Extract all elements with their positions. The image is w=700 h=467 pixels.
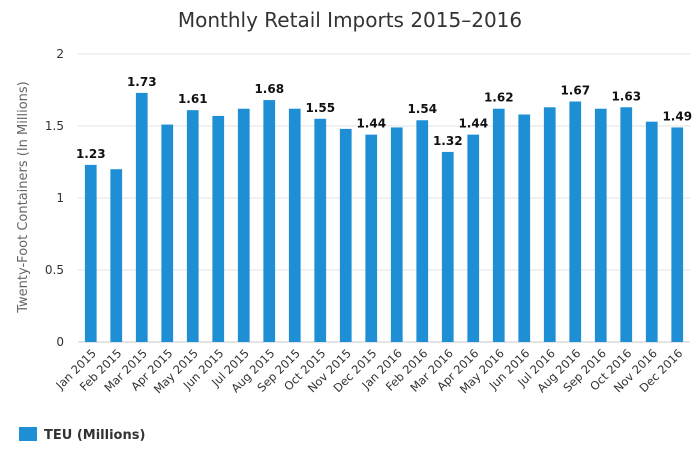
bar[interactable] <box>467 134 480 342</box>
bar[interactable] <box>645 121 658 343</box>
data-label: 1.49 <box>662 109 692 123</box>
bar[interactable] <box>212 115 225 342</box>
bar[interactable] <box>416 120 429 343</box>
y-axis-label: Twenty-Foot Containers (In Millions) <box>16 81 31 313</box>
chart-title: Monthly Retail Imports 2015–2016 <box>178 8 522 32</box>
bar[interactable] <box>110 169 123 342</box>
bar[interactable] <box>492 108 505 342</box>
data-label: 1.32 <box>433 134 463 148</box>
bar[interactable] <box>594 108 607 342</box>
legend-swatch <box>19 427 37 441</box>
y-tick-label: 0 <box>56 335 64 349</box>
data-label: 1.54 <box>407 102 437 116</box>
y-tick-label: 2 <box>56 47 64 61</box>
bar[interactable] <box>288 108 301 342</box>
legend-label: TEU (Millions) <box>44 428 145 443</box>
bar[interactable] <box>518 114 531 342</box>
data-label: 1.44 <box>356 117 386 131</box>
bar[interactable] <box>339 128 352 342</box>
bar[interactable] <box>186 110 199 342</box>
data-label: 1.67 <box>560 84 590 98</box>
data-label: 1.44 <box>458 117 488 131</box>
bars <box>84 92 684 343</box>
bar[interactable] <box>263 100 276 342</box>
bar[interactable] <box>314 118 327 342</box>
data-label: 1.55 <box>305 101 335 115</box>
data-label: 1.73 <box>127 75 157 89</box>
data-labels: 1.23 1.73 1.61 1.68 1.55 1.44 1.54 1.32 1.44 1.62… <box>76 75 692 161</box>
bar[interactable] <box>620 107 633 342</box>
gridlines <box>78 53 690 343</box>
data-label: 1.23 <box>76 147 106 161</box>
bar[interactable] <box>161 124 174 342</box>
bar[interactable] <box>84 164 97 342</box>
bar[interactable] <box>569 101 582 343</box>
y-tick-label: 1 <box>56 191 64 205</box>
bar[interactable] <box>671 127 684 342</box>
data-label: 1.68 <box>254 82 284 96</box>
data-label: 1.63 <box>611 89 641 103</box>
bar[interactable] <box>441 151 454 342</box>
bar[interactable] <box>390 127 403 342</box>
data-label: 1.62 <box>484 91 514 105</box>
bar[interactable] <box>135 92 148 342</box>
legend[interactable]: TEU (Millions) <box>19 427 145 443</box>
y-axis-ticks: 0 0.5 1 1.5 2 <box>45 47 64 349</box>
y-tick-label: 0.5 <box>45 263 64 277</box>
bar[interactable] <box>237 108 250 342</box>
y-tick-label: 1.5 <box>45 119 64 133</box>
data-label: 1.61 <box>178 92 208 106</box>
bar[interactable] <box>543 107 556 342</box>
bar[interactable] <box>365 134 378 342</box>
